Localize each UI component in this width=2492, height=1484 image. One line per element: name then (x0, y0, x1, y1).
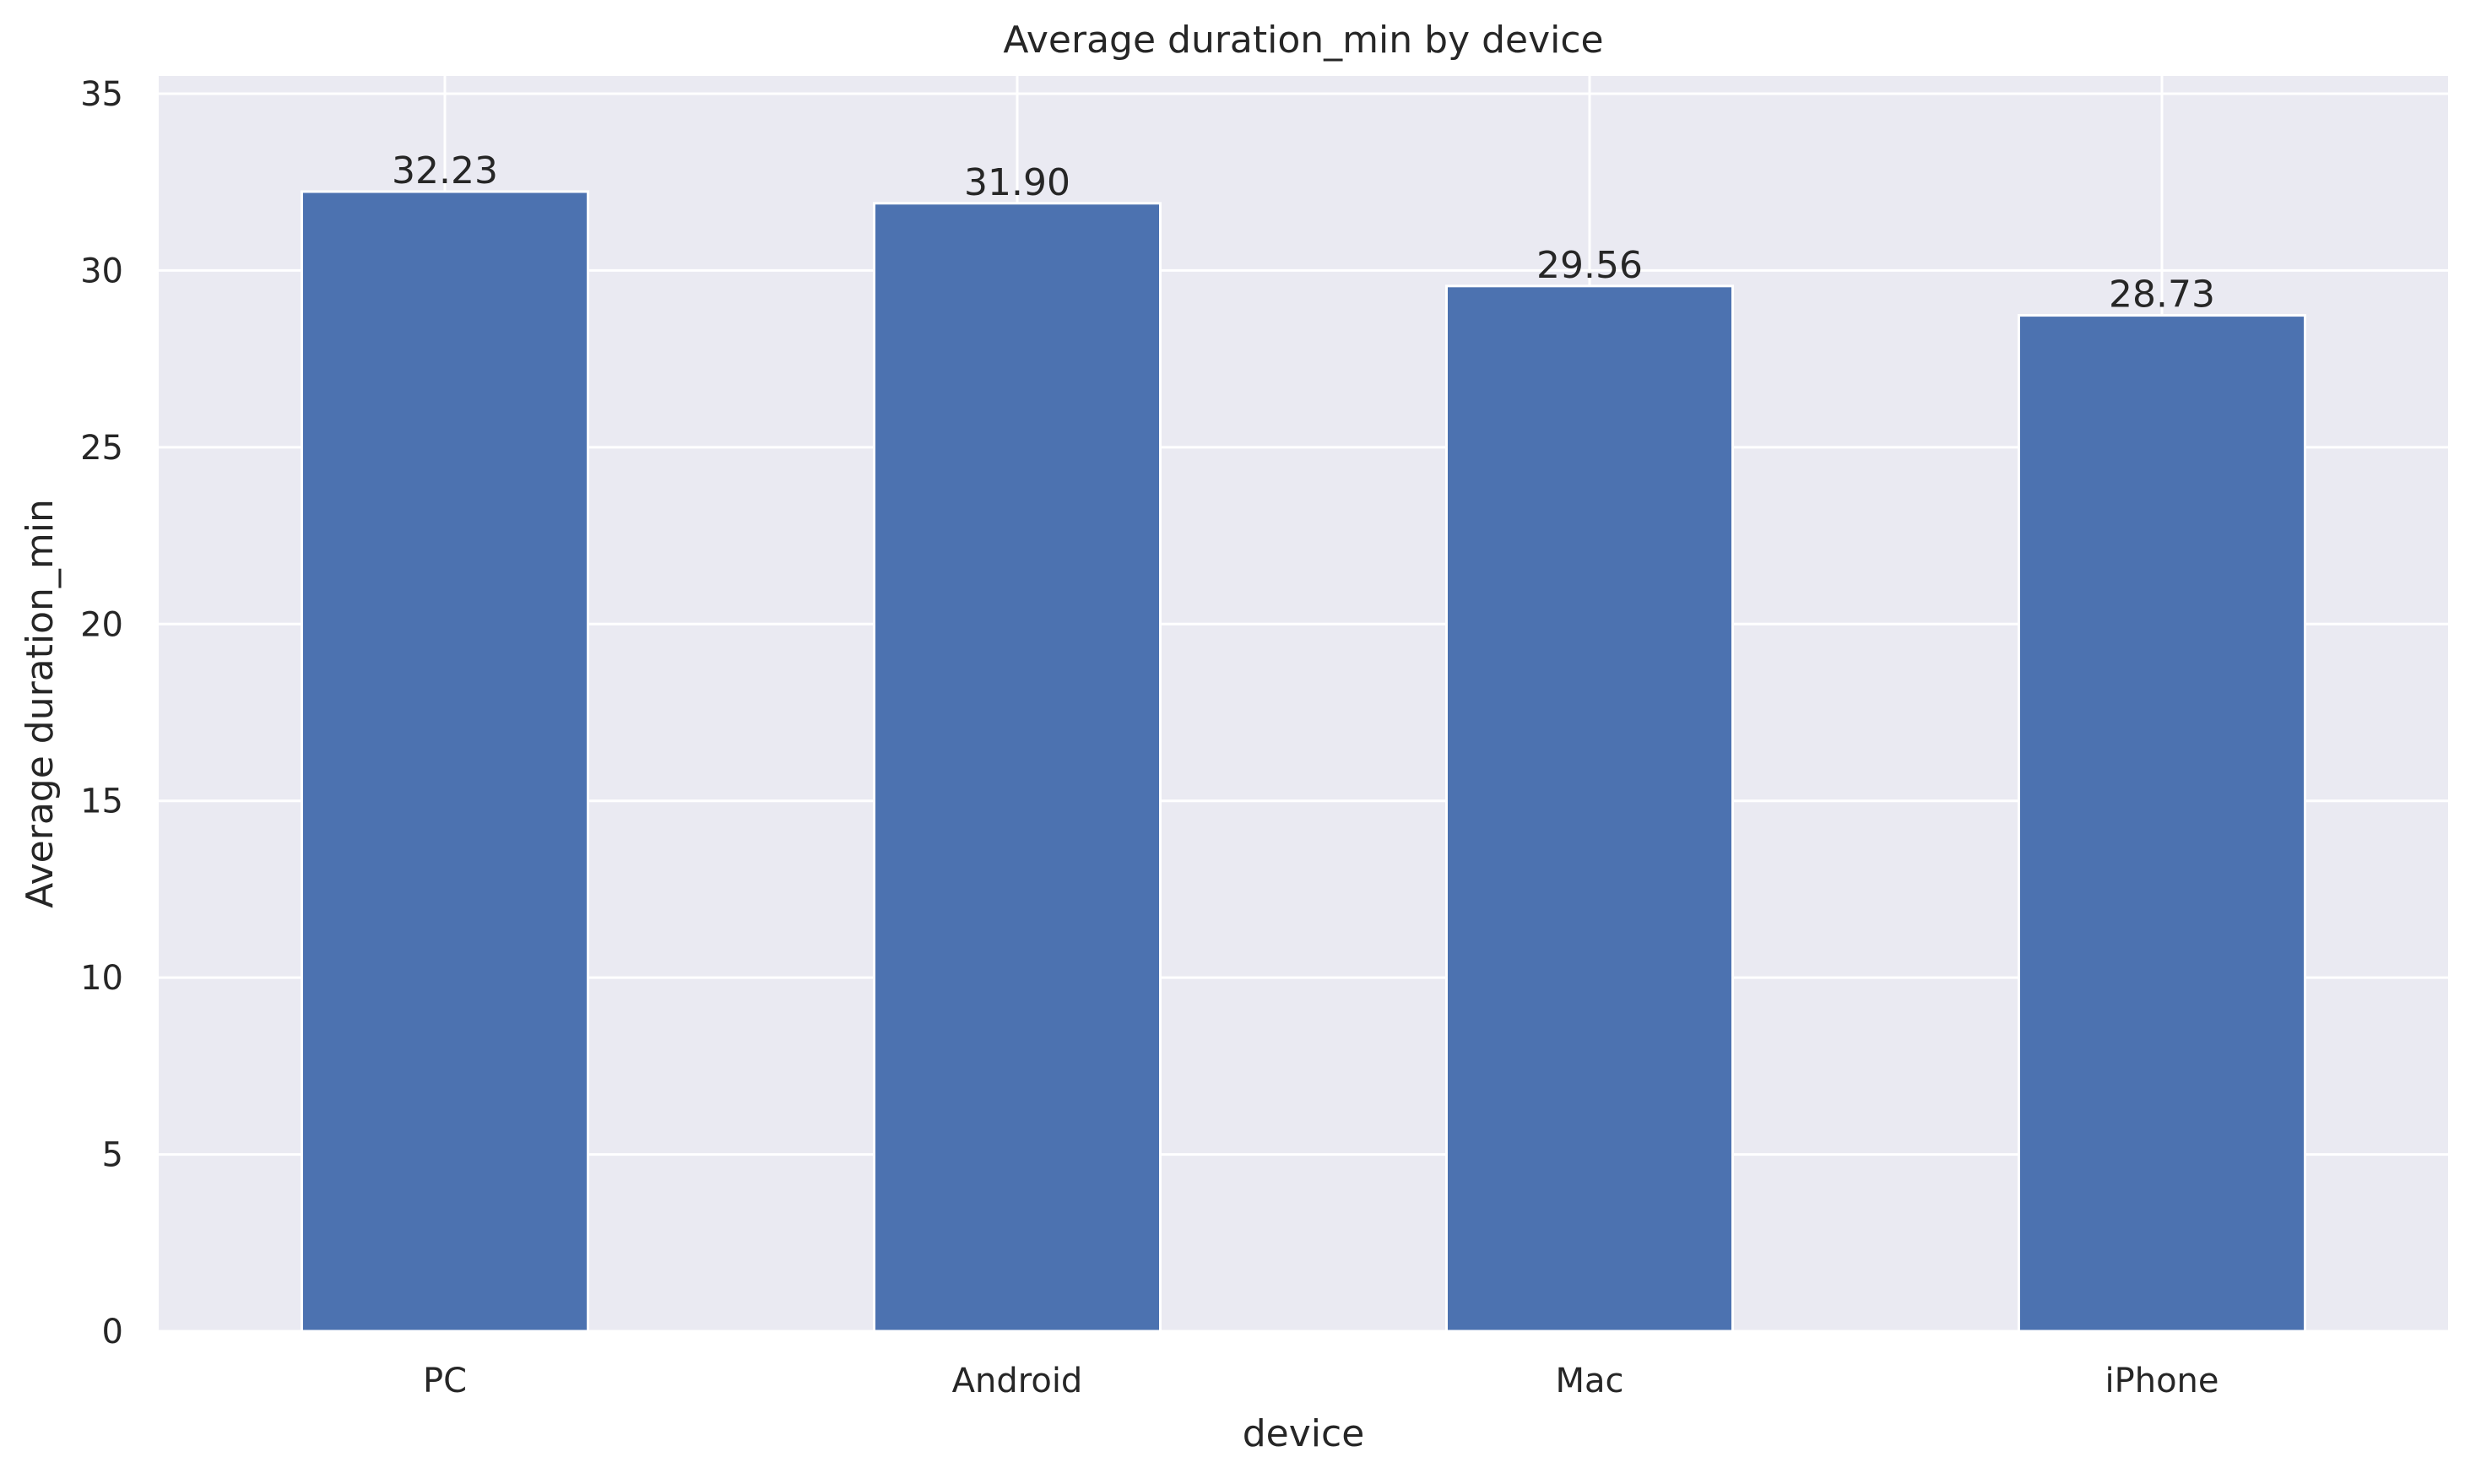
bar-iphone (2018, 314, 2306, 1333)
y-tick-label: 20 (80, 605, 123, 644)
data-label-android: 31.90 (964, 161, 1070, 204)
y-tick-label: 0 (102, 1313, 123, 1351)
x-tick-label-pc: PC (423, 1362, 467, 1400)
y-tick-label: 10 (80, 959, 123, 998)
bar-android (873, 202, 1162, 1333)
x-tick-label-android: Android (952, 1362, 1083, 1400)
bar-mac (1445, 284, 1734, 1333)
x-tick-label-iphone: iPhone (2105, 1362, 2218, 1400)
y-tick-label: 25 (80, 429, 123, 468)
y-tick-label: 15 (80, 783, 123, 821)
bar-pc (301, 190, 589, 1333)
data-labels: 32.23 31.90 29.56 28.73 (392, 149, 2215, 317)
x-axis-ticks: PC Android Mac iPhone (423, 1362, 2219, 1400)
y-tick-label: 35 (80, 75, 123, 114)
y-axis-label: Average duration_min (19, 499, 62, 908)
x-axis-label: device (1243, 1412, 1365, 1455)
data-label-pc: 32.23 (392, 149, 498, 192)
data-label-iphone: 28.73 (2109, 274, 2215, 317)
y-tick-label: 30 (80, 252, 123, 290)
y-tick-label: 5 (102, 1136, 123, 1175)
x-tick-label-mac: Mac (1555, 1362, 1623, 1400)
bars (301, 190, 2306, 1333)
chart-title: Average duration_min by device (1003, 19, 1603, 62)
y-axis-ticks: 0 5 10 15 20 25 30 35 (80, 75, 123, 1351)
data-label-mac: 29.56 (1536, 244, 1643, 287)
